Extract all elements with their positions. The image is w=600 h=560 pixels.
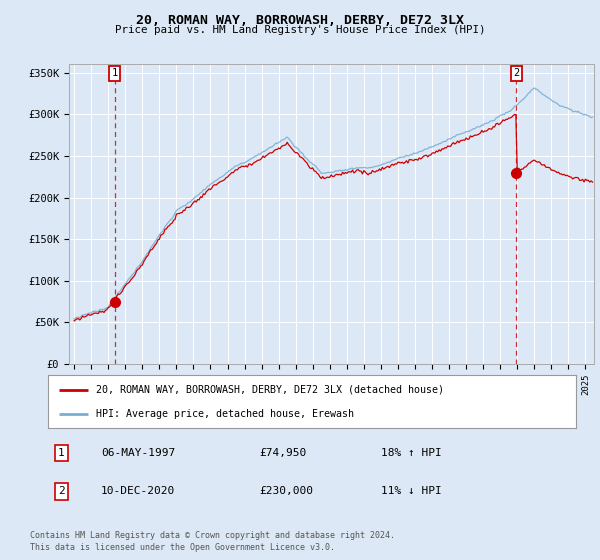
Text: 2: 2 <box>513 68 520 78</box>
Text: 06-MAY-1997: 06-MAY-1997 <box>101 449 175 458</box>
Text: 20, ROMAN WAY, BORROWASH, DERBY, DE72 3LX: 20, ROMAN WAY, BORROWASH, DERBY, DE72 3L… <box>136 14 464 27</box>
Text: 18% ↑ HPI: 18% ↑ HPI <box>380 449 442 458</box>
Text: 10-DEC-2020: 10-DEC-2020 <box>101 487 175 497</box>
Text: This data is licensed under the Open Government Licence v3.0.: This data is licensed under the Open Gov… <box>30 543 335 552</box>
Text: 1: 1 <box>58 449 65 458</box>
Text: 20, ROMAN WAY, BORROWASH, DERBY, DE72 3LX (detached house): 20, ROMAN WAY, BORROWASH, DERBY, DE72 3L… <box>95 385 443 395</box>
Text: 2: 2 <box>58 487 65 497</box>
Text: Price paid vs. HM Land Registry's House Price Index (HPI): Price paid vs. HM Land Registry's House … <box>115 25 485 35</box>
Text: £230,000: £230,000 <box>259 487 313 497</box>
Text: HPI: Average price, detached house, Erewash: HPI: Average price, detached house, Erew… <box>95 409 353 419</box>
Text: £74,950: £74,950 <box>259 449 307 458</box>
Text: 11% ↓ HPI: 11% ↓ HPI <box>380 487 442 497</box>
Text: Contains HM Land Registry data © Crown copyright and database right 2024.: Contains HM Land Registry data © Crown c… <box>30 531 395 540</box>
Text: 1: 1 <box>112 68 118 78</box>
